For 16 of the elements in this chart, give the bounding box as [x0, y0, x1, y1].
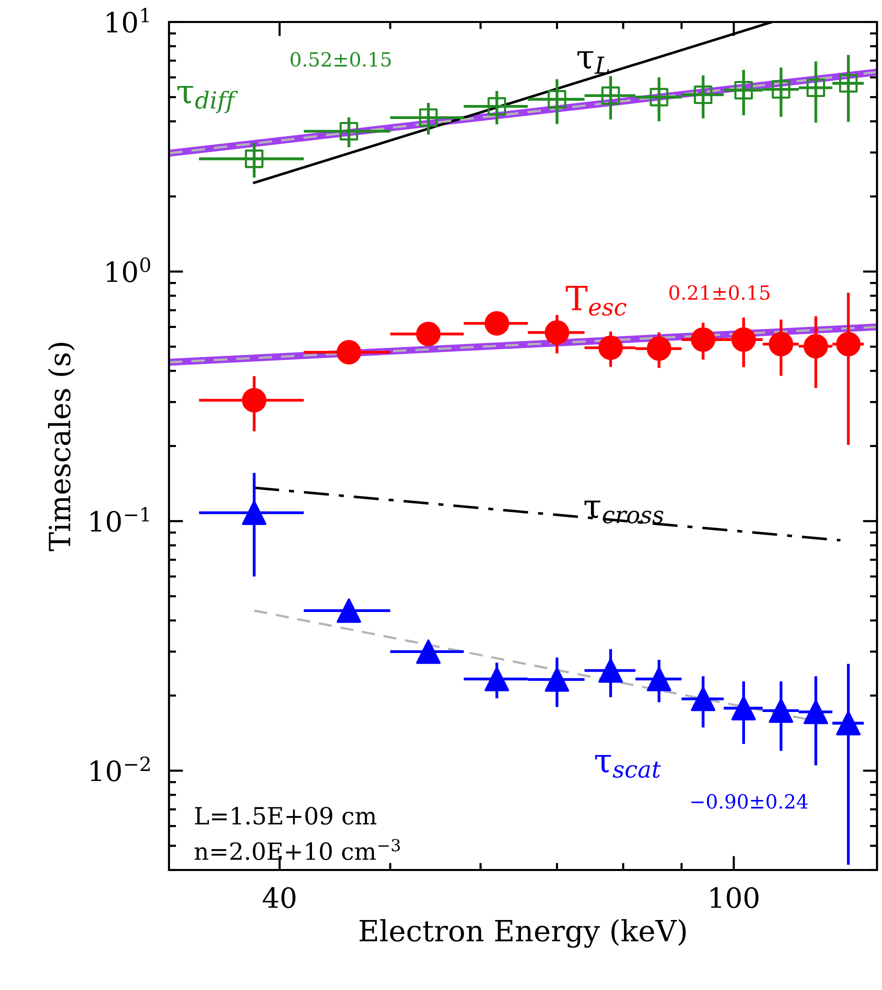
x-axis-title: Electron Energy (keV): [360, 919, 686, 948]
x-tick-label: 100: [710, 887, 758, 908]
y-tick-label: 10$^{−1}$: [90, 506, 149, 532]
series-label: τ$_{scat}$: [595, 755, 661, 778]
series-label: τ$_{diff}$: [177, 86, 238, 114]
y-tick-label: 10$^{1}$: [106, 8, 149, 33]
x-tick-label: 40: [262, 887, 296, 908]
annotation: 0.21±0.15: [669, 285, 770, 300]
annotation: 0.52±0.15: [290, 52, 391, 67]
y-axis-title: Timescales (s): [48, 342, 75, 552]
annotation: −0.90±0.24: [691, 794, 808, 809]
series-label: T$_{esc}$: [566, 286, 626, 316]
y-tick-label: 10$^{0}$: [106, 257, 150, 282]
annotation: n=2.0E+10 cm$^{−3}$: [194, 838, 400, 860]
annotation: L=1.5E+09 cm: [195, 806, 376, 825]
y-tick-label: 10$^{−2}$: [90, 756, 150, 782]
